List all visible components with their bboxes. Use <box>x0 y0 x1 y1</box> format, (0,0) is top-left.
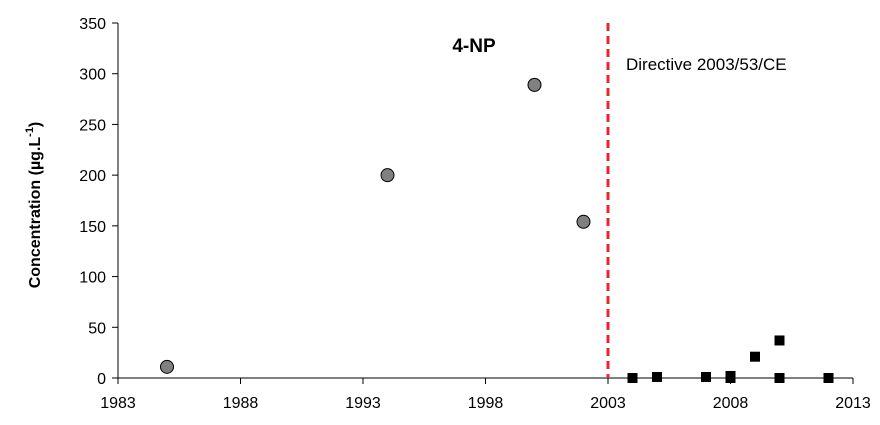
y-axis-label-main: Concentration (µg.L <box>27 137 44 289</box>
x-tick-label: 2013 <box>835 395 871 412</box>
data-point-circle <box>576 214 591 229</box>
y-tick-label: 250 <box>79 117 106 134</box>
data-point-square <box>652 371 662 382</box>
chart-title: 4-NP <box>452 36 496 57</box>
directive-annotation: Directive 2003/53/CE <box>626 55 787 74</box>
y-tick-label: 350 <box>79 16 106 33</box>
data-point-square <box>627 373 638 383</box>
x-tick-label: 2003 <box>590 395 626 412</box>
y-axis-label-superscript: -1 <box>24 127 36 137</box>
x-tick-label: 2008 <box>713 395 749 412</box>
y-axis-label: Concentration (µg.L-1) <box>24 122 44 289</box>
y-tick-label: 300 <box>79 67 106 84</box>
data-point-circle <box>380 168 395 183</box>
data-point-square <box>701 371 711 382</box>
x-tick-label: 1993 <box>345 395 381 412</box>
y-axis-label-close: ) <box>27 122 44 127</box>
y-tick-label: 150 <box>79 219 106 236</box>
y-tick-label: 200 <box>79 168 106 185</box>
y-tick-label: 0 <box>97 371 106 388</box>
x-tick-label: 1998 <box>468 395 504 412</box>
data-point-square <box>750 351 760 362</box>
x-tick-label: 1988 <box>223 395 259 412</box>
y-tick-label: 100 <box>79 270 106 287</box>
data-point-circle <box>527 77 542 92</box>
plot-area: 0 50 100 150 200 250 300 350 1983 1988 1993 1998 200… <box>79 16 871 412</box>
x-tick-label: 1983 <box>100 395 136 412</box>
data-point-square <box>725 370 736 381</box>
y-tick-label: 50 <box>88 320 106 337</box>
data-point-square <box>774 373 785 383</box>
data-point-circle <box>160 359 174 374</box>
data-point-square <box>774 335 785 346</box>
data-point-square <box>823 373 834 383</box>
